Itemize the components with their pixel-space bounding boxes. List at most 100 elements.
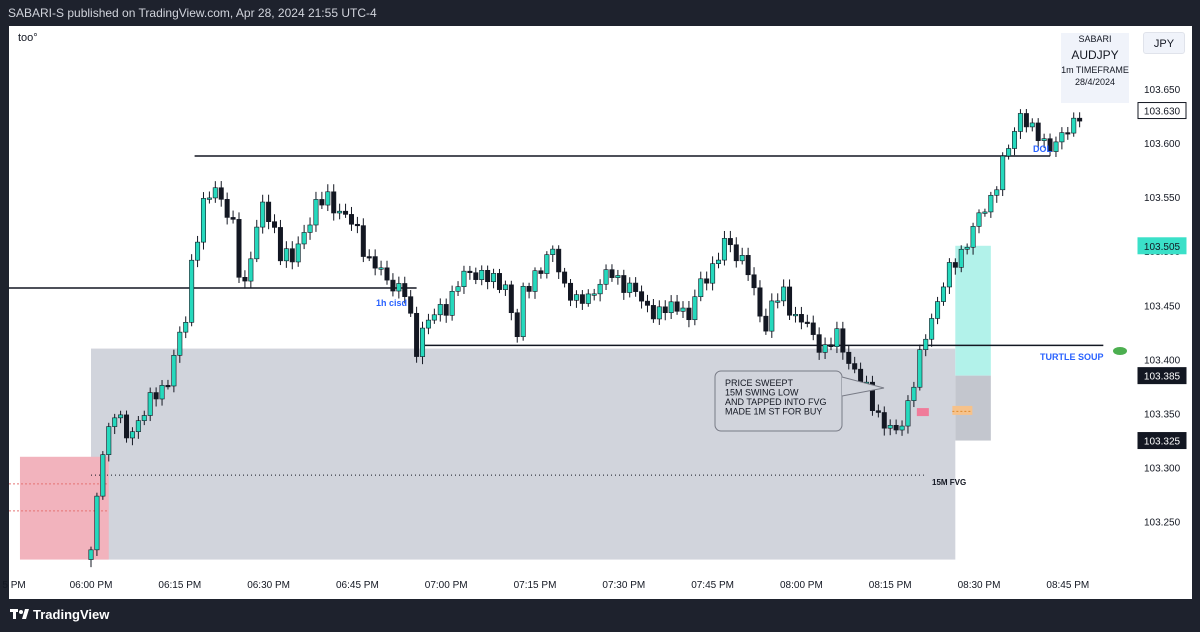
candle-bear xyxy=(384,267,390,281)
candle-bear xyxy=(804,321,810,324)
x-tick-label: 07:15 PM xyxy=(514,580,557,591)
candle-bull xyxy=(935,301,941,319)
x-tick-label: 07:45 PM xyxy=(691,580,734,591)
candle-bull xyxy=(118,414,124,419)
candle-bull xyxy=(254,226,260,260)
candle-bear xyxy=(579,294,585,304)
candle-bull xyxy=(479,269,485,280)
brand-text: TradingView xyxy=(33,607,110,622)
info-date: 28/4/2024 xyxy=(1074,77,1116,87)
candle-bear xyxy=(242,277,248,282)
candle-bear xyxy=(496,273,502,290)
indicator-legend[interactable]: too° xyxy=(18,32,38,44)
candle-bull xyxy=(976,212,982,227)
candle-bear xyxy=(1047,138,1053,152)
candle-bull xyxy=(189,259,195,323)
low-zone-tag-bg xyxy=(1137,432,1187,450)
candle-bear xyxy=(230,217,236,220)
candle-bear xyxy=(360,225,366,257)
candle-bear xyxy=(840,328,846,353)
candle-bull xyxy=(716,259,722,264)
candle-bull xyxy=(739,255,745,262)
candle-bull xyxy=(692,296,698,321)
candle-bull xyxy=(1053,141,1059,152)
candle-bull xyxy=(100,454,106,497)
candle-bear xyxy=(366,256,372,259)
candle-bear xyxy=(816,334,822,353)
candle-bull xyxy=(1000,155,1006,191)
mid-zone-tag: 103.385 xyxy=(1144,372,1181,383)
candle-bear xyxy=(473,272,479,280)
candle-bear xyxy=(272,221,278,228)
footer-bar: TradingView xyxy=(0,599,1200,632)
candle-bear xyxy=(348,214,354,225)
candle-bear xyxy=(757,287,763,317)
candle-bull xyxy=(769,300,775,332)
turtle-soup-label: TURTLE SOUP xyxy=(1040,352,1104,362)
candle-bull xyxy=(129,431,135,439)
candle-bear xyxy=(236,219,242,278)
candle-bull xyxy=(313,199,319,226)
candle-bull xyxy=(502,284,508,290)
low-zone-tag: 103.325 xyxy=(1144,437,1181,448)
x-tick-label: 06:30 PM xyxy=(247,580,290,591)
candle-bull xyxy=(591,293,597,296)
candle-bull xyxy=(680,307,686,312)
candle-bull xyxy=(964,246,970,250)
candle-bull xyxy=(183,322,189,333)
candle-bear xyxy=(633,282,639,292)
candle-bear xyxy=(467,270,473,273)
callout-line-3: AND TAPPED INTO FVG xyxy=(725,397,827,407)
candle-bear xyxy=(763,315,769,332)
published-text: SABARI-S published on TradingView.com, A… xyxy=(8,6,377,20)
candle-bull xyxy=(283,248,289,262)
candle-bull xyxy=(1017,113,1023,132)
candle-bear xyxy=(644,300,650,306)
candle-bull xyxy=(698,278,704,298)
candle-bear xyxy=(390,279,396,292)
candle-bear xyxy=(875,410,881,413)
candle-bull xyxy=(834,328,840,347)
candle-bear xyxy=(1035,122,1041,141)
candle-bear xyxy=(798,314,804,323)
y-tick-label: 103.550 xyxy=(1144,193,1181,204)
candle-bull xyxy=(822,344,828,353)
x-tick-label: 06:00 PM xyxy=(70,580,113,591)
x-tick-label: 07:00 PM xyxy=(425,580,468,591)
candle-bear xyxy=(354,223,360,227)
candle-bear xyxy=(556,248,562,273)
tradingview-logo-icon xyxy=(10,609,29,619)
candle-bear xyxy=(124,414,130,439)
currency-button[interactable]: JPY xyxy=(1143,32,1185,54)
candle-bull xyxy=(135,420,141,433)
candle-bull xyxy=(461,270,467,287)
candle-bull xyxy=(206,197,212,200)
callout-line-4: MADE 1M ST FOR BUY xyxy=(725,407,822,417)
candle-bull xyxy=(1071,117,1077,134)
candle-bull xyxy=(982,211,988,214)
candle-bull xyxy=(147,392,153,416)
candle-bull xyxy=(171,354,177,387)
dol-label: DOL xyxy=(1033,144,1053,154)
candle-bear xyxy=(526,285,532,292)
candle-bull xyxy=(520,285,526,338)
candle-bear xyxy=(787,286,793,316)
candle-bull xyxy=(200,198,206,243)
candle-bear xyxy=(733,244,739,262)
candle-bear xyxy=(662,306,668,314)
candle-bear xyxy=(443,304,449,316)
y-tick-label: 103.400 xyxy=(1144,355,1181,366)
y-tick-label: 103.600 xyxy=(1144,139,1181,150)
candle-bull xyxy=(301,232,307,245)
candle-bull xyxy=(911,386,917,401)
entry-orange-box xyxy=(952,405,973,415)
candle-bear xyxy=(568,282,574,301)
candle-bear xyxy=(852,363,858,370)
candle-bear xyxy=(881,412,887,429)
candle-bull xyxy=(491,273,497,283)
candle-bull xyxy=(449,291,455,316)
info-author: SABARI xyxy=(1078,34,1112,44)
candle-bull xyxy=(437,304,443,316)
x-tick-label: 08:45 PM xyxy=(1046,580,1089,591)
